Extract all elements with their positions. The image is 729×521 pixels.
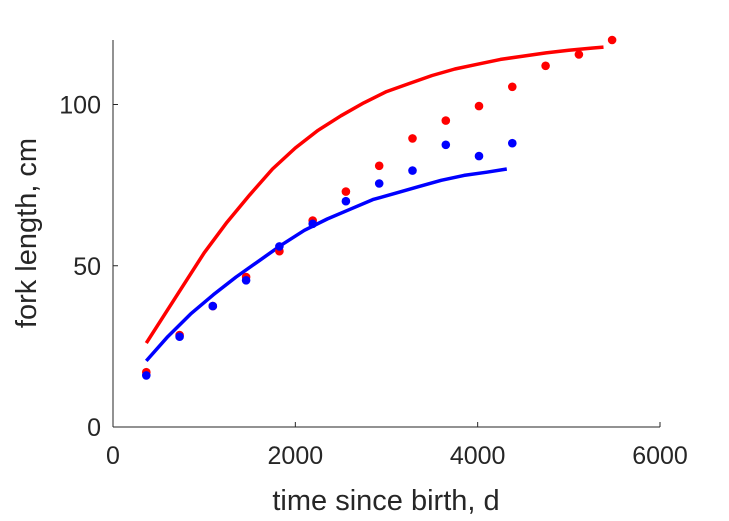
y-tick-label: 0 bbox=[87, 414, 101, 442]
blue-data-point bbox=[441, 140, 451, 150]
red-fit-curve bbox=[144, 45, 604, 345]
blue-data-point bbox=[275, 242, 284, 251]
red-data-point bbox=[441, 116, 451, 125]
blue-data-point bbox=[308, 219, 318, 229]
x-tick-label: 2000 bbox=[268, 442, 324, 470]
y-axis-label: fork length, cm bbox=[11, 138, 43, 328]
blue-data-point bbox=[241, 276, 251, 285]
blue-data-point bbox=[474, 151, 484, 161]
x-tick-label: 0 bbox=[106, 442, 120, 470]
blue-data-point bbox=[175, 332, 184, 342]
tick-marks bbox=[112, 104, 661, 428]
x-axis-label: time since birth, d bbox=[272, 485, 499, 517]
x-tick-label: 6000 bbox=[632, 442, 688, 470]
blue-fit-curve bbox=[144, 167, 508, 363]
blue-data-point bbox=[341, 196, 351, 206]
y-tick-label: 100 bbox=[59, 92, 101, 120]
red-data-point bbox=[474, 101, 484, 111]
tick-labels: 0 2000 4000 6000 0 50 100 bbox=[59, 92, 688, 471]
blue-data-point bbox=[208, 301, 218, 311]
red-data-point bbox=[341, 187, 351, 196]
y-tick-label: 50 bbox=[73, 253, 101, 281]
red-data-point bbox=[508, 82, 517, 92]
axes bbox=[112, 40, 660, 428]
x-tick-label: 4000 bbox=[450, 442, 506, 470]
red-data-point bbox=[541, 61, 550, 71]
plot-area bbox=[142, 35, 617, 380]
blue-data-point bbox=[142, 371, 151, 380]
blue-data-point bbox=[508, 138, 517, 148]
blue-data-point bbox=[374, 179, 384, 188]
red-data-point bbox=[607, 35, 617, 45]
blue-data-point bbox=[408, 166, 417, 175]
red-data-point bbox=[374, 161, 384, 171]
red-data-point bbox=[408, 134, 417, 143]
red-data-point bbox=[574, 50, 584, 59]
